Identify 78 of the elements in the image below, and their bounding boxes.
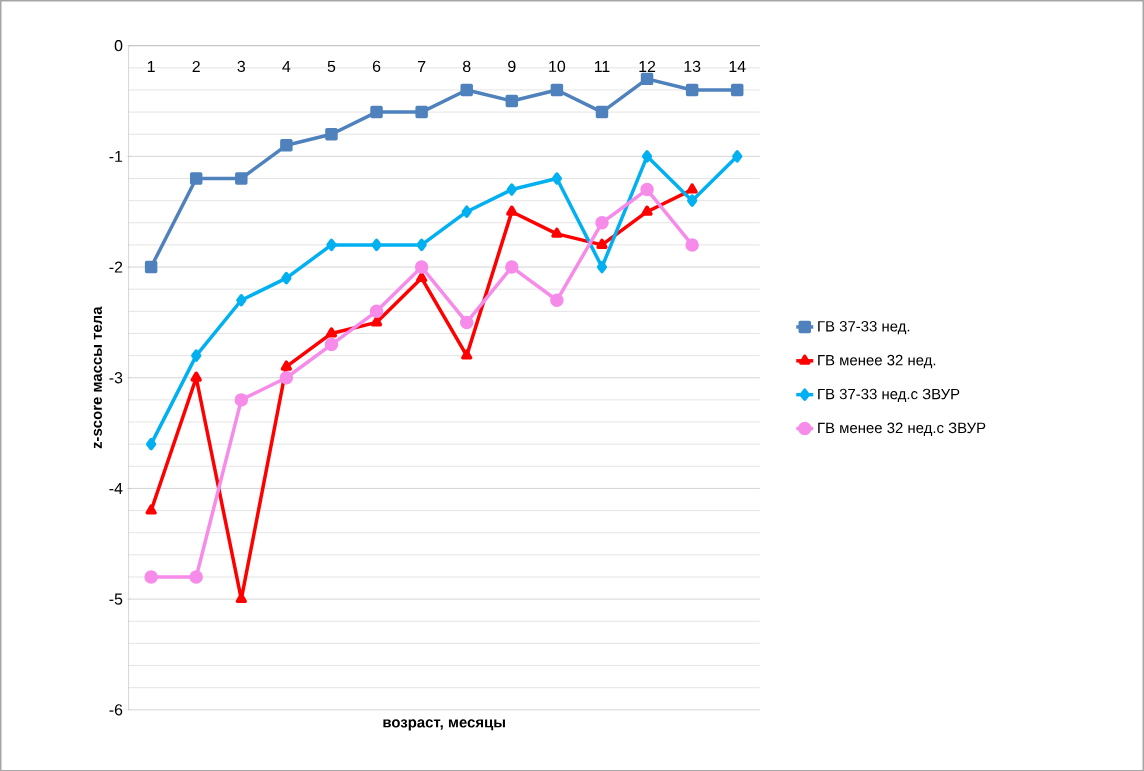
point	[550, 293, 564, 307]
y-tick-label: -4	[109, 482, 123, 494]
y-tick-label: -5	[109, 593, 123, 605]
point	[191, 349, 202, 362]
y-tick-label: 0	[114, 39, 123, 52]
legend-label: ГВ менее 32 нед.	[818, 354, 936, 368]
point	[640, 72, 654, 85]
point	[280, 360, 293, 371]
point	[281, 271, 292, 285]
point	[146, 437, 157, 451]
x-axis-title: возраст, месяцы	[383, 719, 505, 731]
point	[324, 337, 339, 352]
x-tick-label: 10	[549, 60, 566, 72]
point	[730, 83, 744, 96]
point	[369, 304, 384, 318]
point	[189, 570, 203, 584]
point	[325, 127, 338, 141]
point	[414, 260, 429, 274]
point	[370, 105, 383, 119]
point	[280, 138, 293, 152]
point	[685, 237, 699, 252]
point	[460, 83, 473, 96]
point	[685, 83, 699, 96]
point	[144, 570, 158, 584]
x-tick-label: 6	[372, 60, 381, 72]
point	[596, 260, 608, 274]
x-tick-label: 13	[684, 60, 701, 72]
x-tick-label: 14	[729, 60, 746, 72]
point	[506, 183, 517, 196]
x-tick-label: 7	[418, 60, 426, 72]
point	[236, 293, 247, 307]
point	[596, 238, 608, 249]
legend-label: ГВ менее 32 нед.с ЗВУР	[818, 422, 986, 436]
legend-label: ГВ 37-33 нед.	[818, 320, 910, 335]
point	[640, 182, 654, 197]
x-tick-label: 12	[639, 60, 656, 72]
point	[416, 238, 427, 251]
x-tick-label: 11	[594, 60, 610, 72]
x-tick-label: 3	[237, 60, 246, 72]
point	[371, 238, 382, 251]
y-tick-label: -6	[109, 703, 123, 716]
x-tick-label: 1	[147, 60, 155, 72]
point	[415, 105, 428, 119]
point	[144, 260, 158, 274]
point	[145, 504, 157, 515]
point	[595, 215, 609, 230]
x-tick-label: 9	[508, 60, 516, 72]
point	[506, 205, 518, 216]
point	[190, 371, 202, 382]
point	[235, 172, 248, 185]
point	[732, 149, 743, 163]
point	[326, 238, 337, 251]
point	[551, 227, 563, 238]
point	[459, 315, 474, 329]
point	[550, 83, 564, 96]
point	[641, 205, 653, 216]
y-tick-label: -1	[109, 150, 123, 162]
y-tick-label: -3	[109, 371, 123, 384]
point	[461, 205, 472, 218]
point	[687, 194, 698, 207]
x-tick-label: 2	[192, 60, 200, 72]
point	[686, 183, 698, 194]
point	[279, 370, 294, 385]
point	[551, 172, 563, 185]
x-tick-label: 8	[462, 60, 471, 72]
x-tick-label: 4	[282, 60, 291, 72]
point	[189, 172, 203, 185]
point	[641, 149, 653, 163]
point	[595, 105, 609, 119]
point	[505, 260, 519, 274]
point	[234, 392, 249, 407]
point	[505, 94, 519, 108]
point	[325, 326, 338, 338]
point	[461, 349, 473, 360]
x-tick-label: 5	[327, 60, 336, 72]
legend-label: ГВ 37-33 нед.с ЗВУР	[818, 388, 960, 402]
y-tick-label: -2	[109, 261, 123, 273]
y-axis-title: z-score массы тела	[93, 306, 102, 449]
